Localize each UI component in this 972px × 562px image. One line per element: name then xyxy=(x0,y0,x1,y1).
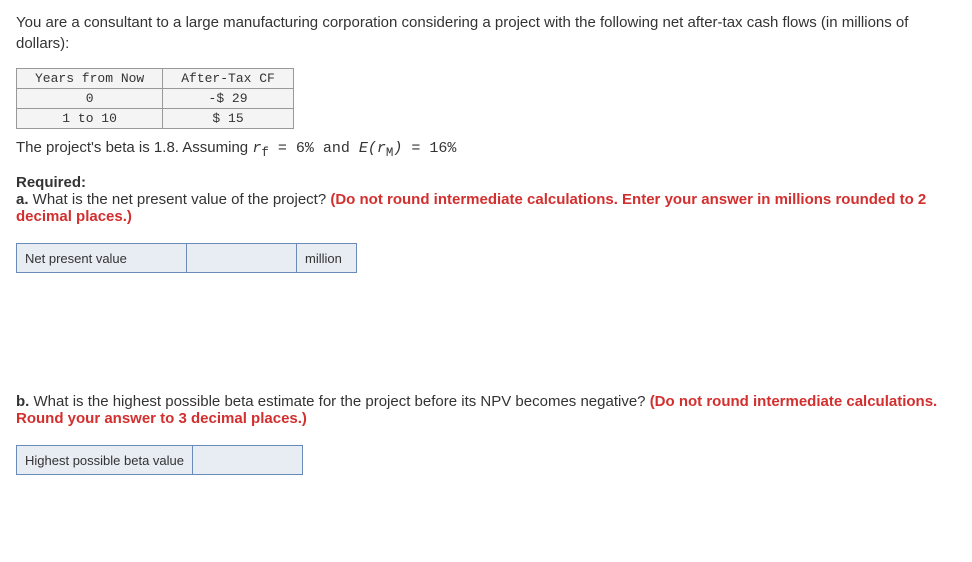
intro-text: You are a consultant to a large manufact… xyxy=(16,12,956,54)
part-a-text: What is the net present value of the pro… xyxy=(29,191,331,208)
npv-input-cell xyxy=(187,244,297,273)
npv-label: Net present value xyxy=(17,244,187,273)
part-b-question: b. What is the highest possible beta est… xyxy=(16,393,956,427)
npv-input[interactable] xyxy=(195,247,288,269)
beta-prefix: The project's beta is 1.8. Assuming xyxy=(16,139,252,156)
part-b-label: b. xyxy=(16,393,29,410)
beta-assumption-line: The project's beta is 1.8. Assuming rf =… xyxy=(16,139,956,160)
required-label: Required: xyxy=(16,174,956,191)
erm-value: = 16% xyxy=(402,140,456,157)
part-a-label: a. xyxy=(16,191,29,208)
required-section: Required: a. What is the net present val… xyxy=(16,174,956,225)
table-row: 0 -$ 29 xyxy=(17,89,294,109)
beta-label: Highest possible beta value xyxy=(17,446,193,475)
part-a-question: a. What is the net present value of the … xyxy=(16,191,956,225)
header-cf: After-Tax CF xyxy=(163,69,294,89)
rf-value: = 6% and xyxy=(269,140,359,157)
erm-symbol: E(rM) xyxy=(359,140,403,157)
header-years: Years from Now xyxy=(17,69,163,89)
rf-symbol: rf xyxy=(252,140,269,157)
table-header-row: Years from Now After-Tax CF xyxy=(17,69,294,89)
beta-input-cell xyxy=(193,446,303,475)
npv-unit: million xyxy=(297,244,357,273)
cell-cf-0: -$ 29 xyxy=(163,89,294,109)
table-row: 1 to 10 $ 15 xyxy=(17,109,294,129)
beta-answer-table: Highest possible beta value xyxy=(16,445,303,475)
npv-answer-table: Net present value million xyxy=(16,243,357,273)
cell-years-1: 1 to 10 xyxy=(17,109,163,129)
cell-years-0: 0 xyxy=(17,89,163,109)
cashflow-table: Years from Now After-Tax CF 0 -$ 29 1 to… xyxy=(16,68,294,129)
beta-input[interactable] xyxy=(201,449,294,471)
cell-cf-1: $ 15 xyxy=(163,109,294,129)
part-b-text: What is the highest possible beta estima… xyxy=(29,393,649,410)
